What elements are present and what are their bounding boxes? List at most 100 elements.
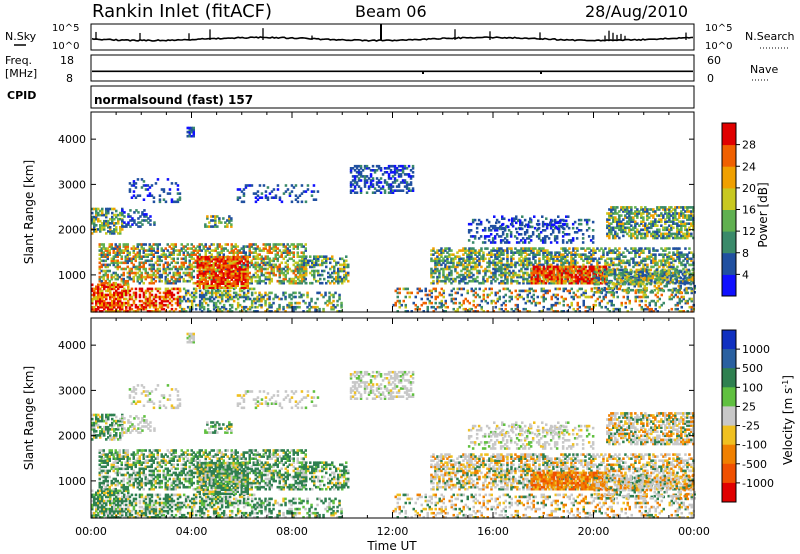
heatmap-cell [186,299,190,303]
heatmap-cell [174,307,178,311]
heatmap-cell [327,279,330,283]
heatmap-cell [460,263,463,267]
heatmap-cell [296,245,299,248]
heatmap-cell [448,267,451,271]
heatmap-cell [571,237,575,240]
heatmap-cell [357,164,361,168]
heatmap-cell [131,223,134,226]
heatmap-cell [512,257,515,261]
heatmap-cell [102,277,105,281]
heatmap-cell [240,286,243,289]
heatmap-cell [230,264,233,267]
heatmap-cell [154,275,157,279]
heatmap-cell [238,268,241,271]
heatmap-cell [328,297,331,301]
heatmap-cell [192,132,195,136]
heatmap-cell [262,247,265,250]
heatmap-cell [296,265,299,269]
heatmap-cell [471,241,475,244]
heatmap-cell [116,249,119,252]
heatmap-cell [204,286,207,289]
heatmap-cell [347,265,350,269]
heatmap-cell [222,289,226,293]
heatmap-cell [212,249,215,252]
heatmap-cell [516,281,519,285]
heatmap-cell [132,180,136,183]
heatmap-cell [357,185,361,188]
heatmap-cell [248,243,251,246]
heatmap-cell [256,255,259,258]
heatmap-cell [306,310,309,313]
heatmap-cell [208,268,211,271]
heatmap-cell [212,301,216,305]
heatmap-cell [132,310,136,313]
heatmap-cell [150,269,153,273]
heatmap-cell [288,245,291,248]
heatmap-cell [109,226,112,229]
heatmap-cell [266,243,269,246]
heatmap-cell [150,287,154,291]
heatmap-cell [133,221,136,224]
heatmap-cell [216,266,219,269]
heatmap-cell [236,262,239,265]
heatmap-cell [172,293,176,297]
heatmap-cell [113,213,116,217]
heatmap-cell [116,251,119,254]
heatmap-cell [174,243,177,246]
heatmap-cell [99,209,102,213]
heatmap-cell [142,291,146,295]
heatmap-cell [110,259,113,263]
heatmap-cell [174,267,177,271]
heatmap-cell [581,241,585,244]
heatmap-cell [204,253,207,256]
heatmap-cell [523,218,527,222]
heatmap-cell [436,251,439,254]
heatmap-cell [332,299,335,303]
heatmap-cell [395,189,399,192]
heatmap-cell [528,261,531,265]
heatmap-cell [483,241,487,244]
heatmap-cell [178,192,182,195]
heatmap-cell [105,232,108,235]
heatmap-cell [234,276,237,279]
heatmap-cell [114,243,117,246]
heatmap-cell [144,259,147,263]
heatmap-cell [242,251,245,254]
heatmap-cell [369,183,373,186]
heatmap-cell [272,297,275,301]
heatmap-cell [126,243,129,246]
heatmap-cell [176,279,179,283]
heatmap-cell [496,269,499,273]
heatmap-cell [172,253,175,256]
heatmap-cell [192,257,195,261]
heatmap-cell [369,185,373,188]
heatmap-cell [274,247,277,250]
heatmap-cell [107,283,110,287]
heatmap-cell [204,243,207,246]
heatmap-cell [210,280,213,283]
heatmap-cell [154,299,158,303]
heatmap-cell [304,301,307,305]
heatmap-cell [278,263,281,267]
heatmap-cell [210,268,213,271]
heatmap-cell [244,297,248,301]
heatmap-cell [212,303,216,307]
heatmap-cell [504,269,507,273]
heatmap-cell [184,257,187,261]
heatmap-cell [236,265,239,269]
heatmap-cell [506,249,509,252]
heatmap-cell [160,249,163,252]
heatmap-cell [186,291,190,295]
heatmap-cell [95,285,98,289]
heatmap-cell [315,269,318,273]
heatmap-cell [504,273,507,277]
heatmap-cell [154,251,157,254]
heatmap-cell [126,261,129,265]
heatmap-cell [306,305,309,309]
heatmap-cell [186,247,189,250]
heatmap-cell [142,249,145,252]
heatmap-cell [480,249,483,252]
heatmap-cell [313,275,316,279]
heatmap-cell [502,263,505,267]
heatmap-cell [222,262,225,265]
